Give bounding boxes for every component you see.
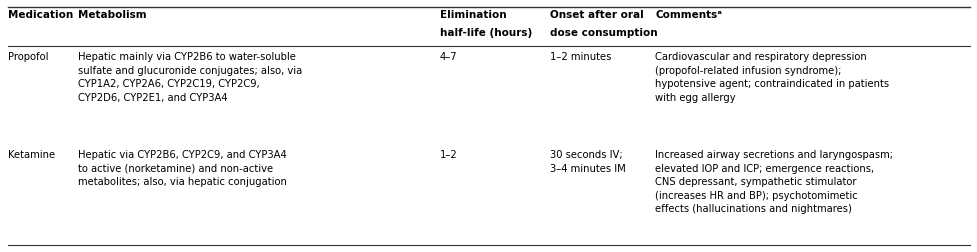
Text: Hepatic mainly via CYP2B6 to water-soluble
sulfate and glucuronide conjugates; a: Hepatic mainly via CYP2B6 to water-solub… xyxy=(78,52,302,103)
Text: half-life (hours): half-life (hours) xyxy=(440,28,531,38)
Text: Increased airway secretions and laryngospasm;
elevated IOP and ICP; emergence re: Increased airway secretions and laryngos… xyxy=(655,150,892,214)
Text: Ketamine: Ketamine xyxy=(8,150,55,160)
Text: Hepatic via CYP2B6, CYP2C9, and CYP3A4
to active (norketamine) and non-active
me: Hepatic via CYP2B6, CYP2C9, and CYP3A4 t… xyxy=(78,150,286,187)
Text: 1–2: 1–2 xyxy=(440,150,457,160)
Text: dose consumption: dose consumption xyxy=(549,28,657,38)
Text: 4–7: 4–7 xyxy=(440,52,457,62)
Text: Elimination: Elimination xyxy=(440,10,506,20)
Text: Onset after oral: Onset after oral xyxy=(549,10,643,20)
Text: 1–2 minutes: 1–2 minutes xyxy=(549,52,611,62)
Text: Medication: Medication xyxy=(8,10,73,20)
Text: Commentsᵃ: Commentsᵃ xyxy=(655,10,721,20)
Text: Metabolism: Metabolism xyxy=(78,10,147,20)
Text: 30 seconds IV;
3–4 minutes IM: 30 seconds IV; 3–4 minutes IM xyxy=(549,150,625,174)
Text: Propofol: Propofol xyxy=(8,52,49,62)
Text: Cardiovascular and respiratory depression
(propofol-related infusion syndrome);
: Cardiovascular and respiratory depressio… xyxy=(655,52,888,103)
